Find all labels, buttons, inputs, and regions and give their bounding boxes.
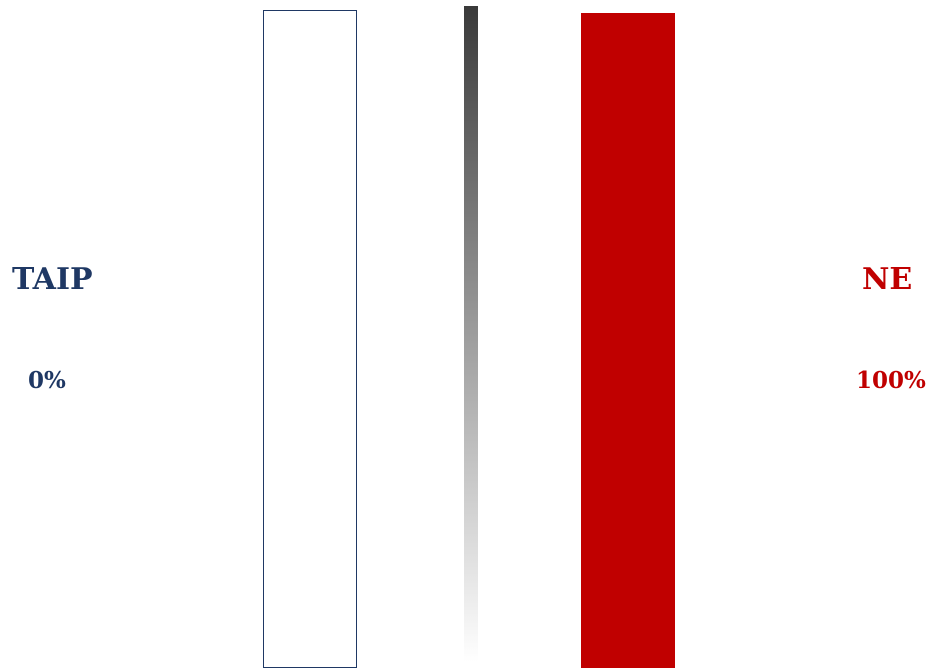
no-option-label: NE [862, 262, 913, 297]
yes-option-label: TAIP [12, 262, 93, 297]
yes-bar-frame [263, 10, 357, 668]
yes-percent-label: 0% [28, 367, 66, 394]
no-percent-label: 100% [856, 367, 926, 394]
no-bar-fill [581, 13, 675, 668]
gradient-divider [464, 6, 478, 662]
no-bar-frame [581, 13, 675, 668]
